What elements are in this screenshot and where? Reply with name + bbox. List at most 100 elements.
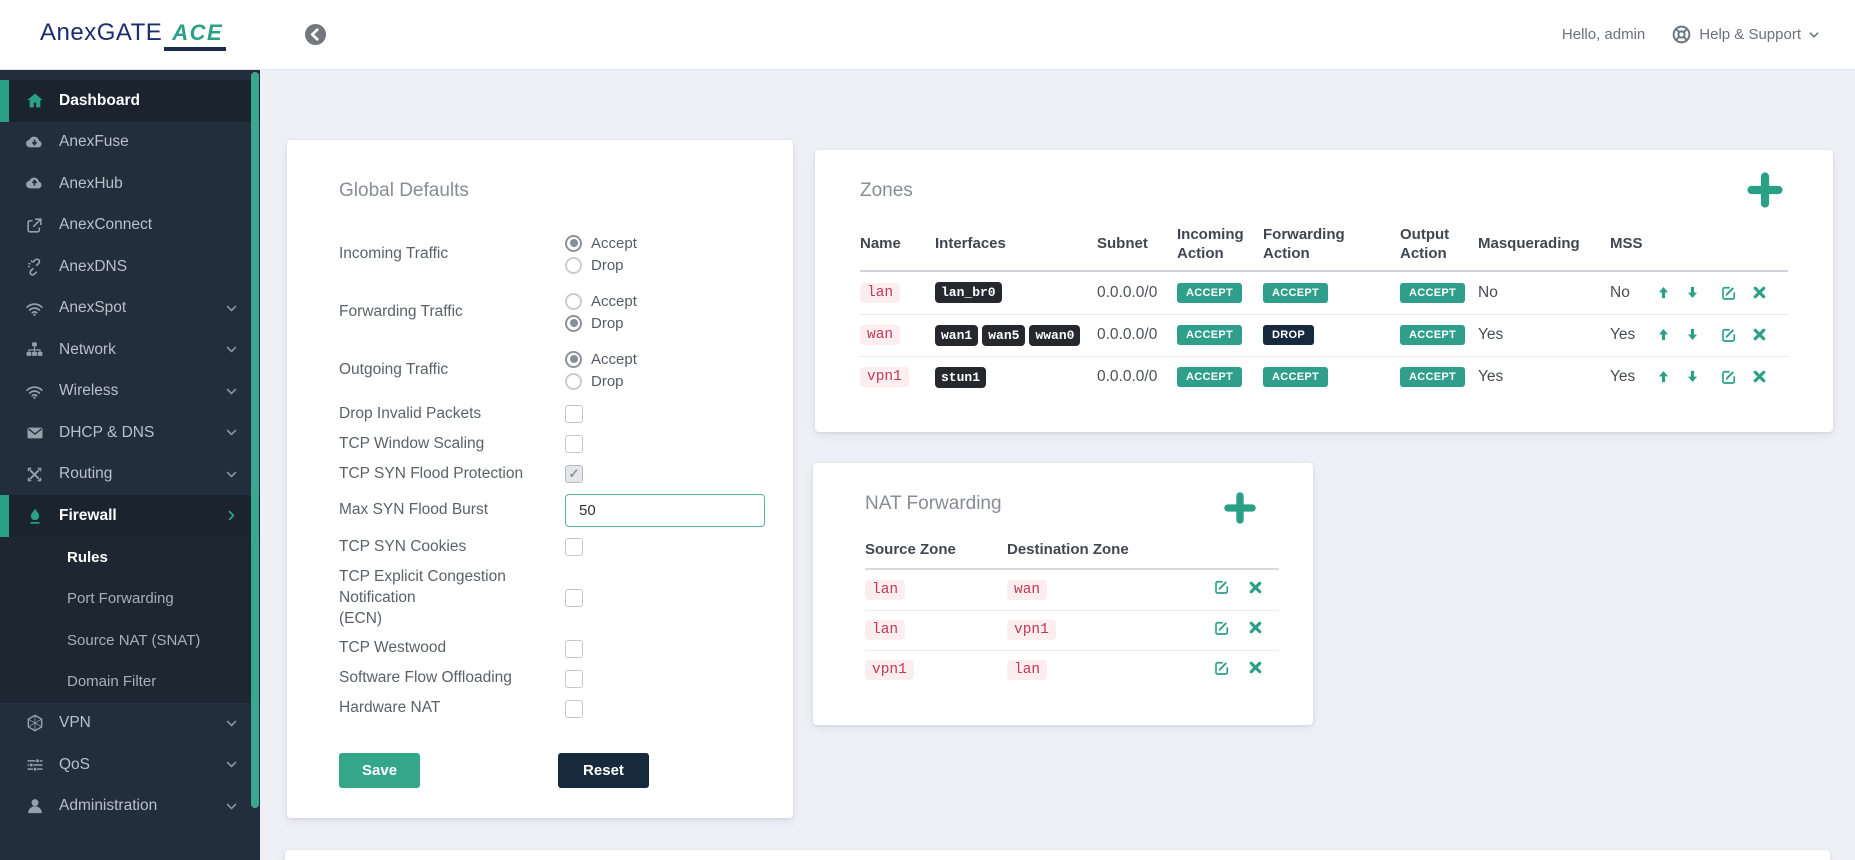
incoming-drop-radio[interactable]: Drop xyxy=(565,256,637,274)
forwarding-traffic-row: Forwarding Traffic Accept Drop xyxy=(339,288,749,336)
edit-button[interactable] xyxy=(1720,326,1738,344)
edit-button[interactable] xyxy=(1213,659,1231,677)
edit-button[interactable] xyxy=(1720,368,1738,386)
edit-icon xyxy=(1722,286,1736,300)
sidebar-item-administration[interactable]: Administration xyxy=(0,786,260,828)
delete-button[interactable] xyxy=(1751,368,1769,386)
edit-icon xyxy=(1215,661,1229,675)
forwarding-accept-radio[interactable]: Accept xyxy=(565,292,637,310)
sidebar-item-label: DHCP & DNS xyxy=(59,423,155,441)
sidebar-item-source-nat[interactable]: Source NAT (SNAT) xyxy=(0,620,260,662)
plus-icon xyxy=(1224,492,1256,524)
cloud-download-icon xyxy=(24,132,45,153)
tcp-ecn-checkbox[interactable] xyxy=(565,589,583,608)
column-header: Incoming Action xyxy=(1177,226,1244,262)
drop-invalid-packets-row: Drop Invalid Packets xyxy=(339,404,749,425)
edit-button[interactable] xyxy=(1213,578,1231,596)
sidebar-nav: Dashboard AnexFuse AnexHub AnexConnect xyxy=(0,70,260,860)
edit-button[interactable] xyxy=(1213,619,1231,637)
tcp-westwood-checkbox[interactable] xyxy=(565,639,583,658)
tcp-syn-cookies-checkbox[interactable] xyxy=(565,538,583,557)
field-label: TCP Westwood xyxy=(339,639,447,657)
column-header: Output Action xyxy=(1400,226,1450,262)
reset-button[interactable]: Reset xyxy=(558,753,649,789)
sidebar-item-domain-filter[interactable]: Domain Filter xyxy=(0,661,260,703)
outgoing-drop-radio[interactable]: Drop xyxy=(565,372,637,390)
tcp-syn-flood-protection-row: TCP SYN Flood Protection xyxy=(339,464,749,485)
sidebar-item-firewall[interactable]: Firewall xyxy=(0,495,260,537)
radio-icon[interactable] xyxy=(565,292,582,310)
sidebar-item-anexhub[interactable]: AnexHub xyxy=(0,163,260,205)
outgoing-accept-radio[interactable]: Accept xyxy=(565,350,637,368)
sidebar-item-dhcp-dns[interactable]: DHCP & DNS xyxy=(0,412,260,454)
field-label: Outgoing Traffic xyxy=(339,360,449,378)
delete-button[interactable] xyxy=(1247,619,1265,637)
envelope-icon xyxy=(24,422,45,443)
sidebar-item-port-forwarding[interactable]: Port Forwarding xyxy=(0,578,260,620)
tcp-syn-flood-protection-checkbox[interactable] xyxy=(565,465,583,484)
chevron-down-icon xyxy=(225,385,238,398)
delete-button[interactable] xyxy=(1247,579,1265,597)
sidebar-item-anexspot[interactable]: AnexSpot xyxy=(0,288,260,330)
sitemap-icon xyxy=(24,339,45,360)
sidebar-item-anexconnect[interactable]: AnexConnect xyxy=(0,205,260,247)
back-circle-button[interactable] xyxy=(304,23,327,46)
sidebar-item-anexdns[interactable]: AnexDNS xyxy=(0,246,260,288)
sidebar-item-anexfuse[interactable]: AnexFuse xyxy=(0,122,260,164)
column-header: Source Zone xyxy=(865,541,956,558)
sidebar-subitem-label: Source NAT (SNAT) xyxy=(67,631,201,649)
column-header: Subnet xyxy=(1097,235,1148,253)
plus-icon xyxy=(1747,172,1783,208)
sidebar-item-routing[interactable]: Routing xyxy=(0,454,260,496)
move-down-button[interactable] xyxy=(1684,284,1702,302)
home-icon xyxy=(24,90,45,111)
hardware-nat-checkbox[interactable] xyxy=(565,699,583,718)
radio-icon[interactable] xyxy=(565,314,582,332)
delete-button[interactable] xyxy=(1751,284,1769,302)
sidebar-item-qos[interactable]: QoS xyxy=(0,744,260,786)
edit-button[interactable] xyxy=(1720,284,1738,302)
source-zone-badge: lan xyxy=(865,579,906,600)
help-support-menu[interactable]: Help & Support xyxy=(1671,24,1820,45)
app-logo: AnexGATE ACE xyxy=(40,19,227,51)
radio-icon[interactable] xyxy=(565,234,582,252)
radio-icon[interactable] xyxy=(565,256,582,274)
sidebar-item-vpn[interactable]: VPN xyxy=(0,703,260,745)
move-up-button[interactable] xyxy=(1655,284,1673,302)
sidebar-subitem-label: Domain Filter xyxy=(67,673,157,691)
field-label: Forwarding Traffic xyxy=(339,302,463,320)
interface-badge: lan_br0 xyxy=(935,282,1002,303)
add-zone-button[interactable] xyxy=(1746,171,1784,209)
incoming-accept-radio[interactable]: Accept xyxy=(565,234,637,252)
move-up-button[interactable] xyxy=(1655,326,1673,344)
forwarding-drop-radio[interactable]: Drop xyxy=(565,314,637,332)
drop-invalid-packets-checkbox[interactable] xyxy=(565,405,583,424)
sidebar-item-rules[interactable]: Rules xyxy=(0,537,260,579)
tcp-window-scaling-checkbox[interactable] xyxy=(565,435,583,454)
max-syn-flood-burst-input[interactable] xyxy=(565,493,765,527)
sidebar-scrollbar[interactable] xyxy=(251,72,259,808)
save-button[interactable]: Save xyxy=(339,753,421,789)
chevron-down-icon xyxy=(225,426,238,439)
nat-table-header: Source Zone Destination Zone xyxy=(865,541,1279,570)
sidebar-item-label: Firewall xyxy=(59,506,117,524)
radio-icon[interactable] xyxy=(565,350,582,368)
nat-forwarding-card: NAT Forwarding Source Zone Destination Z… xyxy=(813,463,1313,725)
forwarding-action-badge: ACCEPT xyxy=(1263,282,1329,303)
unlink-icon xyxy=(24,256,45,277)
interface-badge: wan1 xyxy=(935,324,979,346)
sidebar-item-dashboard[interactable]: Dashboard xyxy=(0,80,260,122)
move-down-button[interactable] xyxy=(1684,326,1702,344)
column-header: Forwarding Action xyxy=(1263,226,1345,262)
move-up-button[interactable] xyxy=(1655,368,1673,386)
delete-button[interactable] xyxy=(1751,326,1769,344)
add-nat-forwarding-button[interactable] xyxy=(1223,491,1257,525)
sidebar-item-network[interactable]: Network xyxy=(0,329,260,371)
field-label: Hardware NAT xyxy=(339,699,441,717)
radio-icon[interactable] xyxy=(565,372,582,390)
sidebar-item-wireless[interactable]: Wireless xyxy=(0,371,260,413)
delete-button[interactable] xyxy=(1247,659,1265,677)
software-flow-offloading-checkbox[interactable] xyxy=(565,669,583,688)
move-down-button[interactable] xyxy=(1684,368,1702,386)
sidebar-item-label: Dashboard xyxy=(59,91,140,109)
